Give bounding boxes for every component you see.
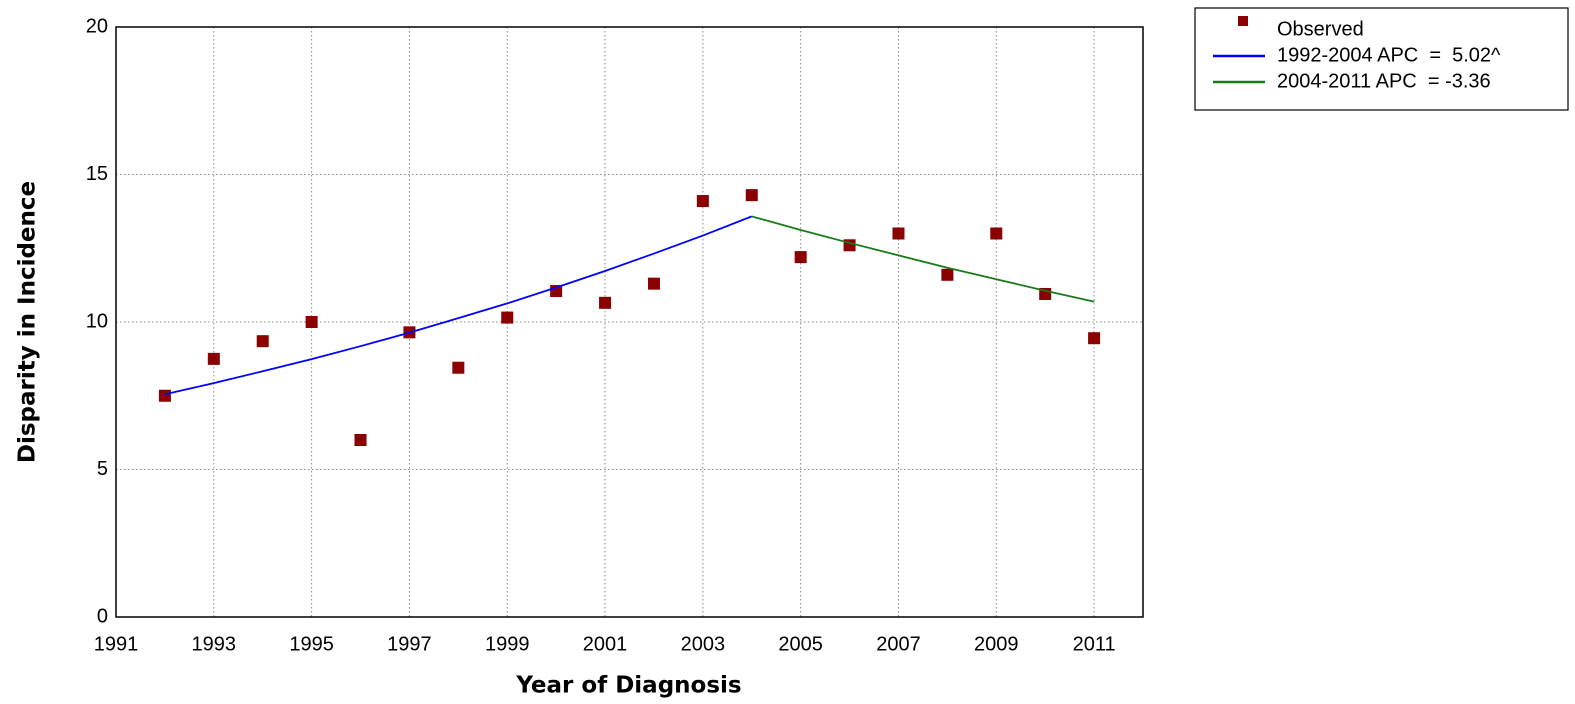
marker [794, 251, 807, 264]
y-tick-label: 15 [86, 163, 108, 185]
marker [647, 277, 660, 290]
marker [158, 389, 171, 402]
y-axis-title: Disparity in Incidence [15, 181, 41, 463]
legend-marker [1238, 16, 1248, 26]
x-tick-label: 2009 [974, 633, 1019, 655]
y-tick-label: 5 [97, 458, 108, 480]
fit-line [164, 215, 753, 396]
plot-frame [115, 26, 1144, 618]
marker [892, 227, 905, 240]
x-tick-label: 1993 [192, 633, 237, 655]
marker [305, 316, 318, 328]
x-tick-label: 2003 [681, 633, 726, 655]
x-tick-label: 1997 [387, 633, 432, 655]
marker [354, 434, 367, 446]
x-axis-title: Year of Diagnosis [515, 673, 741, 699]
y-tick-label: 20 [86, 15, 108, 37]
marker [990, 227, 1003, 240]
marker [207, 352, 220, 365]
x-tick-label: 2001 [583, 633, 628, 655]
x-tick-label: 1999 [485, 633, 530, 655]
marker [256, 335, 269, 348]
x-tick-label: 2007 [876, 633, 921, 655]
x-tick-label: 1995 [289, 633, 334, 655]
x-tick-label: 2005 [778, 633, 823, 655]
x-tick-label: 2011 [1073, 633, 1116, 655]
x-tick-label: 1991 [94, 633, 139, 655]
y-tick-label: 0 [97, 605, 108, 627]
legend-label: 2004-2011 APC = -3.36 [1277, 70, 1491, 92]
marker [452, 361, 465, 374]
marker [1088, 332, 1101, 345]
legend-label: 1992-2004 APC = 5.02^ [1277, 44, 1501, 66]
marker [941, 268, 954, 281]
y-tick-label: 10 [86, 310, 108, 332]
marker [599, 296, 612, 309]
marker [745, 189, 758, 202]
legend-label: Observed [1277, 18, 1364, 40]
fit-line [751, 215, 1095, 303]
legend-box [1194, 7, 1569, 111]
marker [501, 311, 514, 324]
marker [696, 195, 709, 208]
